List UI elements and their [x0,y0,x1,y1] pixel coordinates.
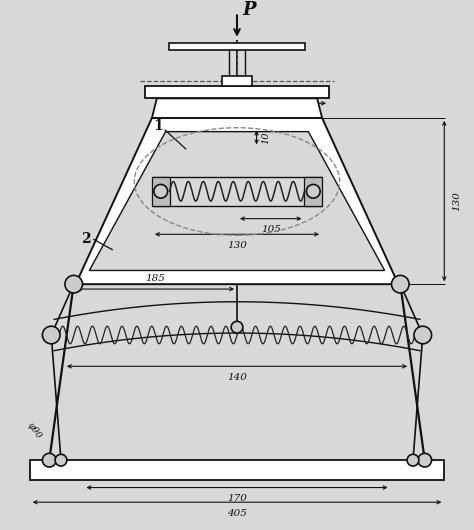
Text: 105: 105 [261,225,281,234]
Circle shape [231,321,243,333]
Circle shape [55,454,67,466]
Circle shape [392,276,409,293]
Bar [145,86,329,99]
Circle shape [418,453,432,467]
Circle shape [306,184,320,198]
Circle shape [414,326,432,344]
Polygon shape [90,131,384,270]
Text: 185: 185 [146,274,165,283]
Text: 130: 130 [227,241,247,250]
Text: P: P [242,2,255,20]
Bar [304,176,322,206]
Text: 170: 170 [227,494,247,503]
Text: φ90: φ90 [26,421,44,440]
Circle shape [154,184,168,198]
Circle shape [42,453,56,467]
Text: 105: 105 [273,110,293,119]
Circle shape [42,326,60,344]
Bar [152,176,170,206]
Text: 1: 1 [153,119,163,133]
Circle shape [65,276,82,293]
Bar [222,76,252,86]
Text: 10: 10 [262,131,271,144]
Text: 130: 130 [452,191,461,211]
Bar [30,460,444,480]
Text: 2: 2 [81,232,90,246]
Polygon shape [152,99,322,118]
Bar [169,42,305,49]
Text: 405: 405 [227,509,247,518]
Circle shape [407,454,419,466]
Polygon shape [76,118,398,284]
Text: 140: 140 [227,373,247,382]
